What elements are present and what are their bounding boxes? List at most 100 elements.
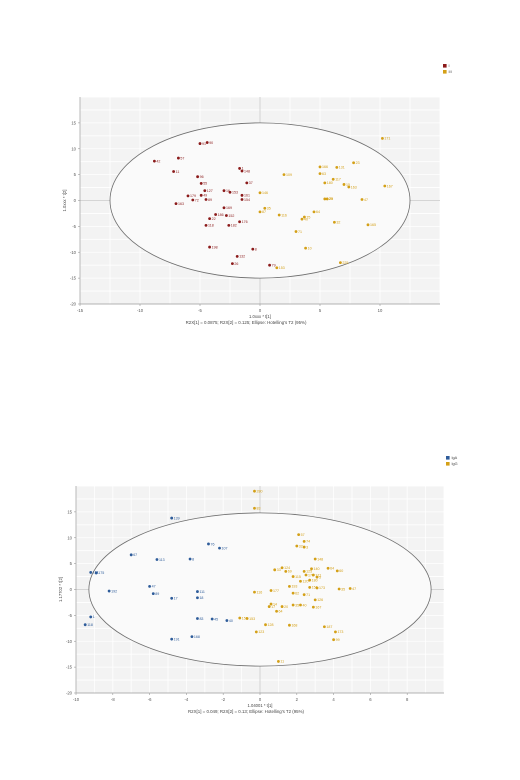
data-point-label: 5 xyxy=(319,575,321,579)
data-point-label: 8 xyxy=(192,557,194,561)
data-point-igg xyxy=(311,573,315,577)
data-point-i xyxy=(214,213,218,216)
data-point-iii xyxy=(312,210,316,214)
data-point-igg xyxy=(302,539,306,543)
data-point-iii xyxy=(294,230,298,233)
data-point-i xyxy=(191,198,195,202)
data-point-label: 32 xyxy=(299,544,303,548)
data-point-i xyxy=(174,202,178,206)
data-point-label: 40 xyxy=(302,603,306,607)
data-point-label: 57 xyxy=(180,156,184,160)
data-point-label: 63 xyxy=(322,172,326,176)
data-point-i xyxy=(240,198,244,201)
data-point-iii xyxy=(263,206,267,210)
data-point-igg xyxy=(288,623,291,627)
data-point-igg xyxy=(288,584,291,588)
data-point-label: 193 xyxy=(291,585,297,589)
data-point-iii xyxy=(282,173,286,177)
data-point-label: 173 xyxy=(319,586,325,590)
data-point-i xyxy=(199,182,203,185)
data-point-igg xyxy=(332,638,335,642)
y-tick-label: -10 xyxy=(66,639,73,644)
data-point-label: 75 xyxy=(306,215,310,219)
data-point-label: 120 xyxy=(327,197,333,201)
data-point-igg xyxy=(304,573,308,577)
legend-swatch xyxy=(446,462,450,466)
data-point-iga xyxy=(190,635,194,638)
data-point-i xyxy=(204,223,208,227)
data-point-label: 49 xyxy=(203,194,207,198)
data-point-igg xyxy=(238,616,242,620)
x-axis-label: 1.0xxx * t[1] xyxy=(249,314,271,319)
data-point-label: 171 xyxy=(315,573,321,577)
data-point-label: 166 xyxy=(322,165,328,169)
data-point-label: 33 xyxy=(277,568,281,572)
data-point-i xyxy=(251,247,255,251)
data-point-i xyxy=(199,193,203,197)
data-point-igg xyxy=(291,575,295,578)
data-point-label: 148 xyxy=(317,557,323,561)
data-point-label: 177 xyxy=(273,589,279,593)
data-point-i xyxy=(268,263,271,267)
data-point-label: 35 xyxy=(295,603,299,607)
x-tick-label: -2 xyxy=(221,697,225,702)
data-point-label: 67 xyxy=(133,553,137,557)
data-point-igg xyxy=(348,587,352,590)
data-point-label: 1 xyxy=(242,167,244,171)
y-tick-label: 10 xyxy=(67,535,72,540)
data-point-label: 187 xyxy=(326,625,332,629)
data-point-igg xyxy=(267,605,271,608)
data-point-label: 171 xyxy=(384,137,390,141)
data-point-iga xyxy=(170,596,174,600)
data-point-igg xyxy=(275,609,278,613)
data-point-label: 169 xyxy=(226,206,232,210)
data-point-label: 60 xyxy=(339,569,343,573)
data-point-igg xyxy=(323,625,326,629)
data-point-i xyxy=(172,170,176,173)
data-point-label: 176 xyxy=(308,573,314,577)
data-point-label: 180 xyxy=(312,578,318,582)
y-tick-label: 10 xyxy=(71,146,76,151)
data-point-label: 168 xyxy=(194,635,200,639)
data-point-label: 180 xyxy=(327,181,333,185)
data-point-igg xyxy=(310,567,313,571)
data-point-iga xyxy=(225,619,229,622)
data-point-label: 148 xyxy=(244,169,250,173)
data-point-label: 175 xyxy=(98,571,104,575)
data-point-label: 173 xyxy=(337,630,343,634)
data-point-igg xyxy=(254,630,258,634)
data-point-i xyxy=(222,189,226,193)
data-point-label: 89 xyxy=(208,198,212,202)
data-point-label: 83 xyxy=(256,507,260,511)
data-point-i xyxy=(222,206,226,210)
data-point-iga xyxy=(188,557,192,561)
data-point-i xyxy=(240,169,244,173)
data-point-igg xyxy=(313,557,317,561)
data-point-iga xyxy=(129,553,133,557)
data-point-iga xyxy=(218,546,221,550)
data-point-label: 47 xyxy=(352,587,356,591)
data-point-label: 125 xyxy=(306,570,312,574)
data-point-label: 146 xyxy=(262,191,268,195)
data-point-label: 139 xyxy=(174,516,180,520)
data-point-iga xyxy=(89,615,93,619)
data-point-label: 71 xyxy=(306,593,310,597)
y-tick-label: -15 xyxy=(70,276,77,281)
data-point-label: 37 xyxy=(249,181,253,185)
data-point-label: 126 xyxy=(317,598,323,602)
data-point-iii xyxy=(352,161,355,165)
data-point-label: 280 xyxy=(256,489,262,493)
data-point-label: 117 xyxy=(335,178,341,182)
data-point-iga xyxy=(170,516,174,520)
data-point-iga xyxy=(94,571,98,575)
data-point-igg xyxy=(313,598,317,602)
data-point-igg xyxy=(308,578,312,582)
data-point-label: 72 xyxy=(195,198,199,202)
data-point-igg xyxy=(264,623,267,627)
legend-label: III xyxy=(449,70,452,74)
data-point-label: 10 xyxy=(308,246,312,250)
chart-caption: R2X[1] = 0.0875; R2X[2] = 0.125; Ellipse… xyxy=(186,320,307,325)
data-point-igg xyxy=(337,587,341,591)
